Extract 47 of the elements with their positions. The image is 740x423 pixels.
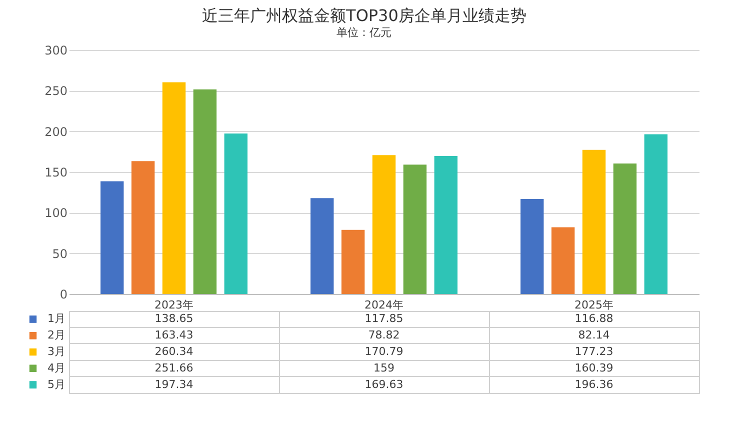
data-label: 170.79 (364, 345, 404, 358)
chart-subtitle: 单位：亿元 (336, 26, 392, 39)
y-tick-label: 250 (44, 84, 68, 98)
y-tick-label: 200 (44, 124, 68, 139)
data-label: 251.66 (154, 361, 194, 374)
bar (372, 155, 396, 294)
y-tick-label: 100 (44, 206, 68, 220)
bar (644, 134, 668, 294)
y-tick-label: 50 (52, 246, 68, 261)
bar (434, 156, 458, 294)
bar (341, 230, 365, 294)
bar (551, 227, 575, 294)
data-label: 82.14 (578, 328, 610, 342)
bar (582, 150, 606, 294)
bar (224, 133, 248, 294)
y-tick-label: 300 (44, 44, 68, 58)
legend-label: 3月 (48, 345, 66, 358)
bar (613, 164, 637, 294)
data-label: 177.23 (574, 345, 614, 358)
x-tick-label: 2025年 (574, 298, 614, 312)
data-label: 117.85 (364, 312, 404, 326)
chart-title: 近三年广州权益金额TOP30房企单月业绩走势 (202, 6, 526, 25)
legend-label: 5月 (48, 378, 66, 391)
legend-label: 1月 (48, 312, 66, 326)
data-label: 78.82 (368, 328, 400, 342)
data-label: 159 (374, 361, 394, 374)
bar (403, 164, 427, 294)
bar (310, 198, 334, 294)
x-tick-label: 2024年 (364, 298, 404, 312)
data-label: 260.34 (154, 345, 194, 358)
bar (162, 82, 186, 294)
data-label: 169.63 (364, 378, 404, 391)
bar (193, 89, 217, 294)
bar (131, 161, 155, 294)
y-tick-label: 150 (44, 166, 68, 180)
y-tick-label: 0 (60, 288, 68, 302)
bar (100, 181, 124, 294)
data-label: 163.43 (154, 328, 194, 342)
x-tick-label: 2023年 (154, 298, 194, 312)
data-label: 160.39 (574, 361, 614, 374)
data-label: 197.34 (154, 378, 194, 391)
legend-label: 4月 (48, 361, 66, 374)
bar (520, 198, 544, 294)
data-label: 116.88 (574, 312, 614, 326)
legend-label: 2月 (48, 328, 66, 342)
data-label: 196.36 (574, 378, 614, 391)
data-label: 138.65 (154, 312, 194, 326)
